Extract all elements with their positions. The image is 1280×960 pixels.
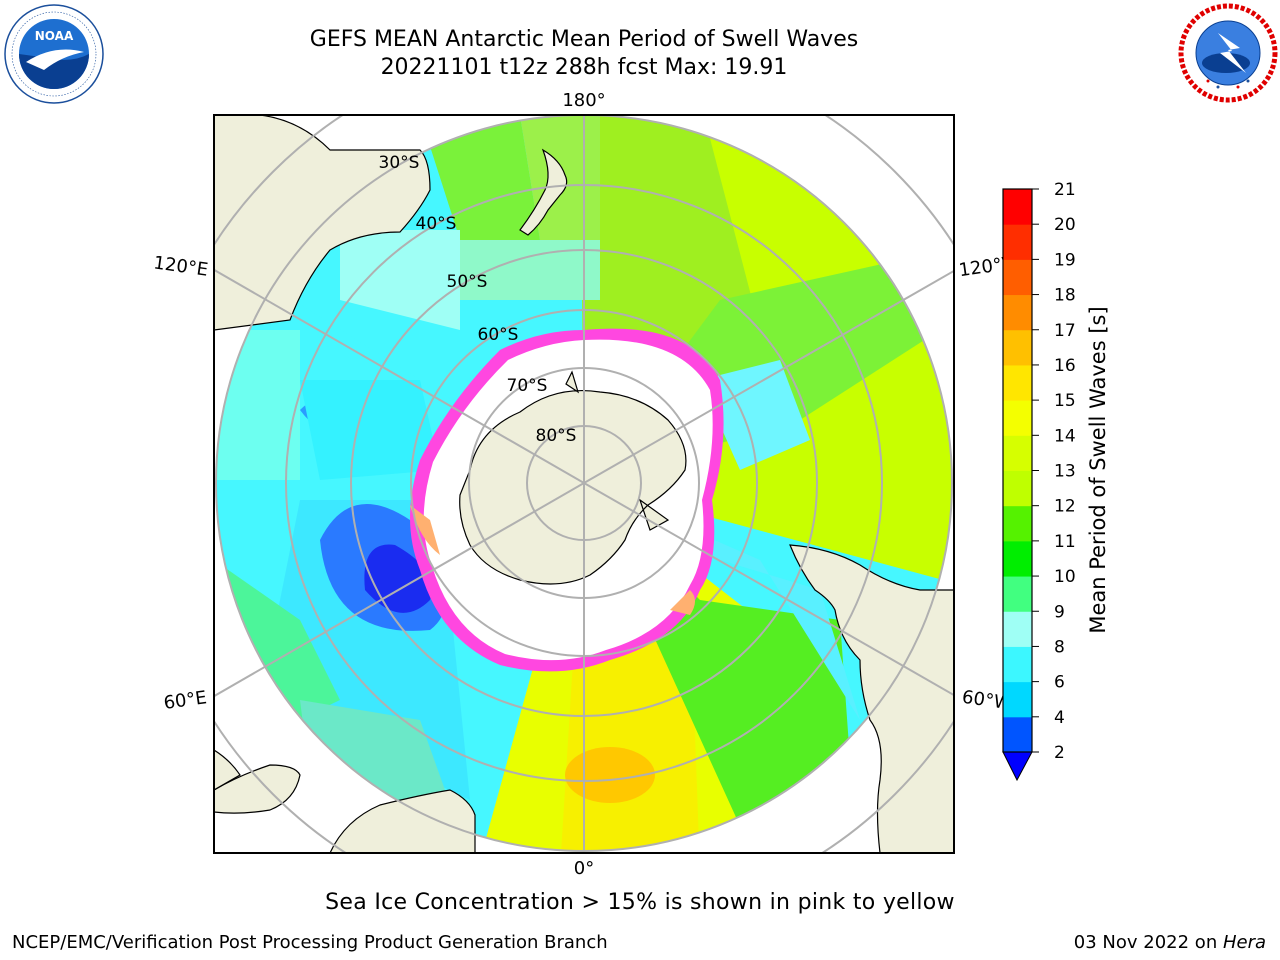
colorbar-tick-label: 6 <box>1054 673 1065 693</box>
colorbar-segment <box>1003 470 1032 507</box>
antarctica <box>459 370 687 585</box>
colorbar-segment <box>1003 646 1032 683</box>
colorbar-underflow-arrow <box>1002 751 1033 782</box>
colorbar-segment <box>1003 400 1032 436</box>
colorbar-tick-label: 20 <box>1054 215 1076 235</box>
colorbar-segment <box>1003 259 1032 296</box>
lat-label-40s: 40°S <box>416 214 457 234</box>
colorbar-tick-label: 12 <box>1054 497 1076 517</box>
colorbar-segment <box>1003 364 1032 401</box>
colorbar-tick-label: 19 <box>1054 250 1076 270</box>
footer-machine: Hera <box>1222 932 1266 953</box>
colorbar-segment <box>1003 505 1032 542</box>
colorbar-segment <box>1003 329 1032 366</box>
noaa-logo-text: NOAA <box>35 29 74 43</box>
graticule <box>214 115 954 853</box>
chart-subtitle: 20221101 t12z 288h fcst Max: 19.91 <box>380 55 788 80</box>
colorbar-segment <box>1003 611 1032 647</box>
colorbar-tick-label: 18 <box>1054 286 1076 306</box>
footer-date-text: 03 Nov 2022 on <box>1073 932 1223 953</box>
noaa-logo: NOAA <box>4 4 104 108</box>
new-zealand <box>519 148 568 236</box>
madagascar <box>214 764 301 814</box>
colorbar-tick-label: 2 <box>1054 743 1065 763</box>
colorbar: 2 4 6 8 9 10 11 12 13 14 15 16 17 18 19 20 21 Mean Perio… <box>1002 180 1110 782</box>
africa <box>329 789 476 853</box>
nws-logo <box>1178 3 1278 107</box>
australia <box>214 115 431 331</box>
colorbar-segment <box>1003 576 1032 612</box>
colorbar-tick-label: 14 <box>1054 426 1076 446</box>
colorbar-tick-label: 11 <box>1054 532 1076 552</box>
colorbar-tick-label: 13 <box>1054 462 1076 482</box>
colorbar-tick-label: 16 <box>1054 356 1076 376</box>
colorbar-tick-label: 17 <box>1054 321 1076 341</box>
lon-label-0: 0° <box>574 858 594 879</box>
lon-label-120e: 120°E <box>152 252 209 280</box>
lat-label-30s: 30°S <box>379 153 420 173</box>
lat-label-60s: 60°S <box>478 325 519 345</box>
colorbar-tick-label: 9 <box>1054 602 1065 622</box>
colorbar-tick-label: 4 <box>1054 708 1065 728</box>
colorbar-segment <box>1003 681 1032 718</box>
colorbar-segment <box>1003 294 1032 331</box>
colorbar-segment <box>1003 189 1032 225</box>
sea-ice-caption: Sea Ice Concentration > 15% is shown in … <box>325 890 955 915</box>
lon-label-60e: 60°E <box>162 687 208 714</box>
colorbar-segment <box>1003 435 1032 471</box>
colorbar-tick-label: 15 <box>1054 391 1076 411</box>
colorbar-label: Mean Period of Swell Waves [s] <box>1086 306 1110 633</box>
lat-label-80s: 80°S <box>536 426 577 446</box>
colorbar-segment <box>1003 716 1032 753</box>
colorbar-segment <box>1003 224 1032 260</box>
colorbar-tick-label: 21 <box>1054 180 1076 200</box>
chart-title: GEFS MEAN Antarctic Mean Period of Swell… <box>309 27 859 52</box>
colorbar-tick-label: 10 <box>1054 567 1076 587</box>
lat-label-70s: 70°S <box>507 376 548 396</box>
lon-label-180: 180° <box>562 90 605 111</box>
colorbar-tick-label: 8 <box>1054 637 1065 657</box>
colorbar-segment <box>1003 540 1032 577</box>
footer-branch: NCEP/EMC/Verification Post Processing Pr… <box>12 932 608 953</box>
lat-label-50s: 50°S <box>447 272 488 292</box>
footer-date: 03 Nov 2022 on Hera <box>1074 932 1266 953</box>
map-frame <box>213 114 955 854</box>
